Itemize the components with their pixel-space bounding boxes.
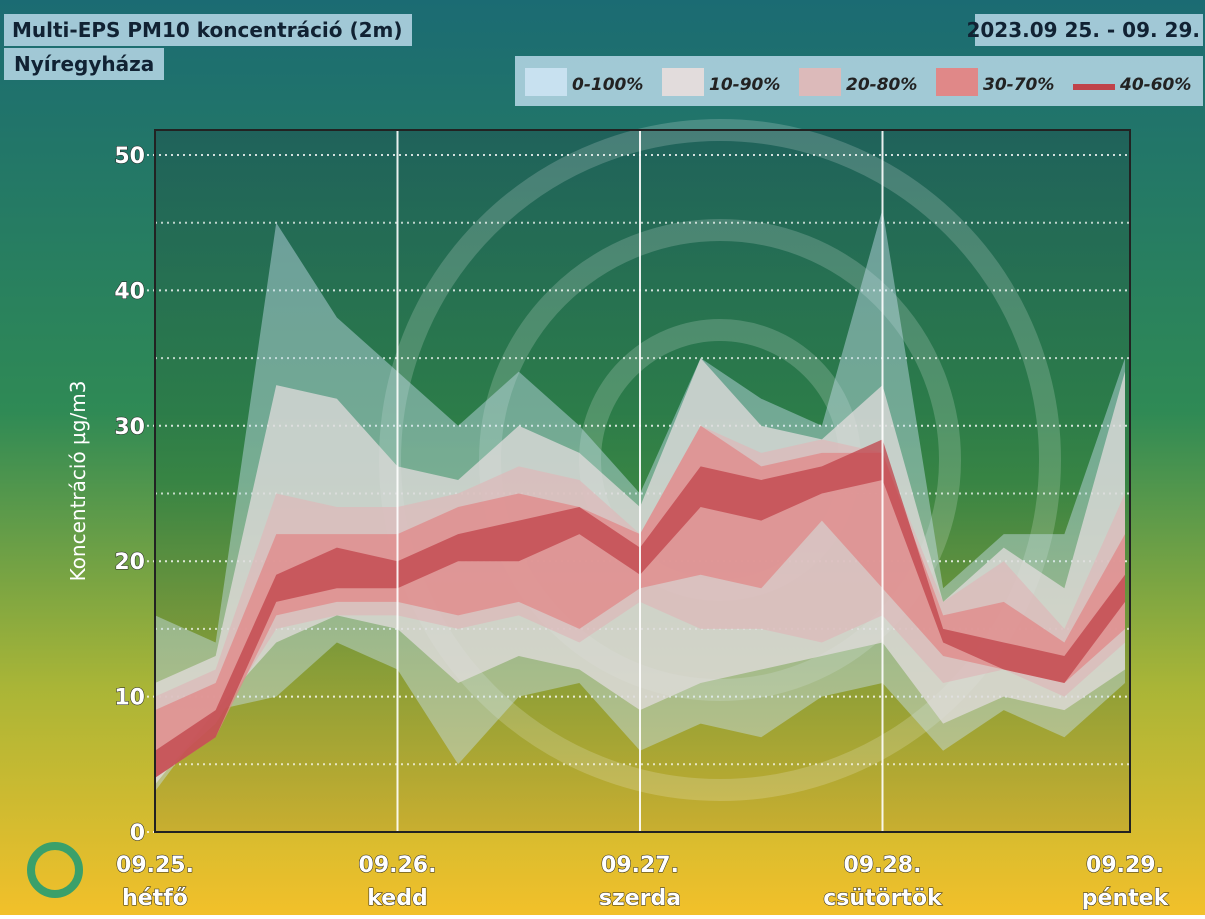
legend-label: 20-80% xyxy=(846,75,917,95)
x-tick-label: 09.25. xyxy=(116,853,194,878)
x-tick-label: 09.29. xyxy=(1086,853,1164,878)
chart: Multi-EPS PM10 koncentráció (2m) Nyíregy… xyxy=(0,0,1205,915)
y-tick-label: 50 xyxy=(114,144,145,169)
legend-label: 30-70% xyxy=(983,75,1054,95)
legend-swatch xyxy=(662,68,704,96)
date-range: 2023.09 25. - 09. 29. xyxy=(966,18,1200,42)
x-tick-label: 09.28. xyxy=(844,853,922,878)
legend-swatch xyxy=(1073,84,1115,90)
x-tick-day: péntek xyxy=(1082,886,1170,911)
x-tick-day: kedd xyxy=(367,886,427,911)
legend-swatch xyxy=(525,68,567,96)
legend-label: 10-90% xyxy=(709,75,780,95)
chart-title: Multi-EPS PM10 koncentráció (2m) xyxy=(12,18,403,42)
y-tick-label: 40 xyxy=(114,279,145,304)
y-tick-label: 30 xyxy=(114,415,145,440)
chart-subtitle: Nyíregyháza xyxy=(14,52,154,76)
y-tick-label: 0 xyxy=(130,821,145,846)
x-tick-day: csütörtök xyxy=(823,886,943,911)
legend-swatch xyxy=(799,68,841,96)
x-tick-label: 09.27. xyxy=(601,853,679,878)
legend-swatch xyxy=(936,68,978,96)
y-axis-label: Koncentráció µg/m3 xyxy=(66,381,90,582)
y-tick-label: 20 xyxy=(114,550,145,575)
x-tick-day: hétfő xyxy=(122,886,188,911)
x-tick-label: 09.26. xyxy=(359,853,437,878)
x-tick-day: szerda xyxy=(599,886,681,911)
y-tick-label: 10 xyxy=(114,686,145,711)
legend-label: 40-60% xyxy=(1119,75,1191,95)
legend-label: 0-100% xyxy=(572,75,643,95)
